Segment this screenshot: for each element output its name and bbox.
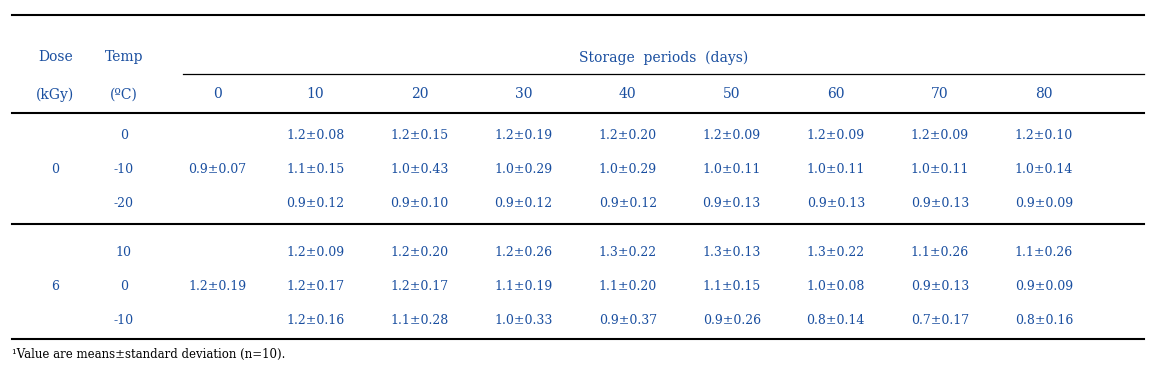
Text: 0: 0 <box>120 128 127 142</box>
Text: 1.0±0.33: 1.0±0.33 <box>495 314 553 327</box>
Text: ¹Value are means±standard deviation (n=10).: ¹Value are means±standard deviation (n=1… <box>12 348 284 361</box>
Text: 1.1±0.28: 1.1±0.28 <box>391 314 449 327</box>
Text: -20: -20 <box>113 197 134 210</box>
Text: Temp: Temp <box>104 50 143 64</box>
Text: 1.1±0.26: 1.1±0.26 <box>911 246 969 259</box>
Text: 1.2±0.09: 1.2±0.09 <box>703 128 761 142</box>
Text: 0.8±0.14: 0.8±0.14 <box>807 314 865 327</box>
Text: 0.8±0.16: 0.8±0.16 <box>1015 314 1073 327</box>
Text: 1.2±0.26: 1.2±0.26 <box>495 246 553 259</box>
Text: 0.9±0.37: 0.9±0.37 <box>599 314 657 327</box>
Text: 1.2±0.15: 1.2±0.15 <box>391 128 449 142</box>
Text: 0.9±0.12: 0.9±0.12 <box>599 197 657 210</box>
Text: 1.0±0.11: 1.0±0.11 <box>911 163 969 176</box>
Text: (kGy): (kGy) <box>36 87 75 101</box>
Text: 1.0±0.29: 1.0±0.29 <box>495 163 553 176</box>
Text: 0.9±0.09: 0.9±0.09 <box>1015 197 1073 210</box>
Text: 0.9±0.12: 0.9±0.12 <box>287 197 344 210</box>
Text: 0.7±0.17: 0.7±0.17 <box>911 314 969 327</box>
Text: 1.2±0.16: 1.2±0.16 <box>287 314 344 327</box>
Text: 1.0±0.11: 1.0±0.11 <box>807 163 865 176</box>
Text: 1.0±0.08: 1.0±0.08 <box>807 280 865 293</box>
Text: 0.9±0.09: 0.9±0.09 <box>1015 280 1073 293</box>
Text: 1.0±0.43: 1.0±0.43 <box>391 163 449 176</box>
Text: 0: 0 <box>52 163 59 176</box>
Text: 1.2±0.10: 1.2±0.10 <box>1015 128 1073 142</box>
Text: 1.0±0.29: 1.0±0.29 <box>599 163 657 176</box>
Text: 80: 80 <box>1035 87 1053 101</box>
Text: 0: 0 <box>213 87 222 101</box>
Text: 1.2±0.17: 1.2±0.17 <box>391 280 449 293</box>
Text: 1.2±0.19: 1.2±0.19 <box>188 280 246 293</box>
Text: 0: 0 <box>120 280 127 293</box>
Text: Storage  periods  (days): Storage periods (days) <box>579 50 748 64</box>
Text: 1.0±0.11: 1.0±0.11 <box>703 163 761 176</box>
Text: 0.9±0.13: 0.9±0.13 <box>703 197 761 210</box>
Text: 40: 40 <box>618 87 637 101</box>
Text: 1.3±0.22: 1.3±0.22 <box>807 246 865 259</box>
Text: 0.9±0.26: 0.9±0.26 <box>703 314 761 327</box>
Text: 0.9±0.10: 0.9±0.10 <box>391 197 449 210</box>
Text: 1.1±0.20: 1.1±0.20 <box>599 280 657 293</box>
Text: 1.2±0.08: 1.2±0.08 <box>287 128 344 142</box>
Text: 1.1±0.15: 1.1±0.15 <box>703 280 761 293</box>
Text: 0.9±0.13: 0.9±0.13 <box>911 280 969 293</box>
Text: 1.2±0.17: 1.2±0.17 <box>287 280 344 293</box>
Text: 1.1±0.15: 1.1±0.15 <box>287 163 344 176</box>
Text: 50: 50 <box>722 87 741 101</box>
Text: 0.9±0.13: 0.9±0.13 <box>807 197 865 210</box>
Text: 1.0±0.14: 1.0±0.14 <box>1015 163 1073 176</box>
Text: 70: 70 <box>931 87 949 101</box>
Text: 0.9±0.13: 0.9±0.13 <box>911 197 969 210</box>
Text: Dose: Dose <box>38 50 73 64</box>
Text: 1.2±0.19: 1.2±0.19 <box>495 128 553 142</box>
Text: 60: 60 <box>827 87 845 101</box>
Text: 1.1±0.19: 1.1±0.19 <box>495 280 553 293</box>
Text: -10: -10 <box>113 314 134 327</box>
Text: (ºC): (ºC) <box>110 87 138 101</box>
Text: 1.2±0.09: 1.2±0.09 <box>807 128 865 142</box>
Text: 1.3±0.22: 1.3±0.22 <box>599 246 657 259</box>
Text: 1.3±0.13: 1.3±0.13 <box>703 246 761 259</box>
Text: 0.9±0.12: 0.9±0.12 <box>495 197 553 210</box>
Text: 30: 30 <box>514 87 533 101</box>
Text: 10: 10 <box>116 246 132 259</box>
Text: 6: 6 <box>52 280 59 293</box>
Text: 20: 20 <box>410 87 429 101</box>
Text: 10: 10 <box>306 87 325 101</box>
Text: 1.2±0.20: 1.2±0.20 <box>599 128 657 142</box>
Text: 1.1±0.26: 1.1±0.26 <box>1015 246 1073 259</box>
Text: 1.2±0.20: 1.2±0.20 <box>391 246 449 259</box>
Text: -10: -10 <box>113 163 134 176</box>
Text: 0.9±0.07: 0.9±0.07 <box>188 163 246 176</box>
Text: 1.2±0.09: 1.2±0.09 <box>911 128 969 142</box>
Text: 1.2±0.09: 1.2±0.09 <box>287 246 344 259</box>
